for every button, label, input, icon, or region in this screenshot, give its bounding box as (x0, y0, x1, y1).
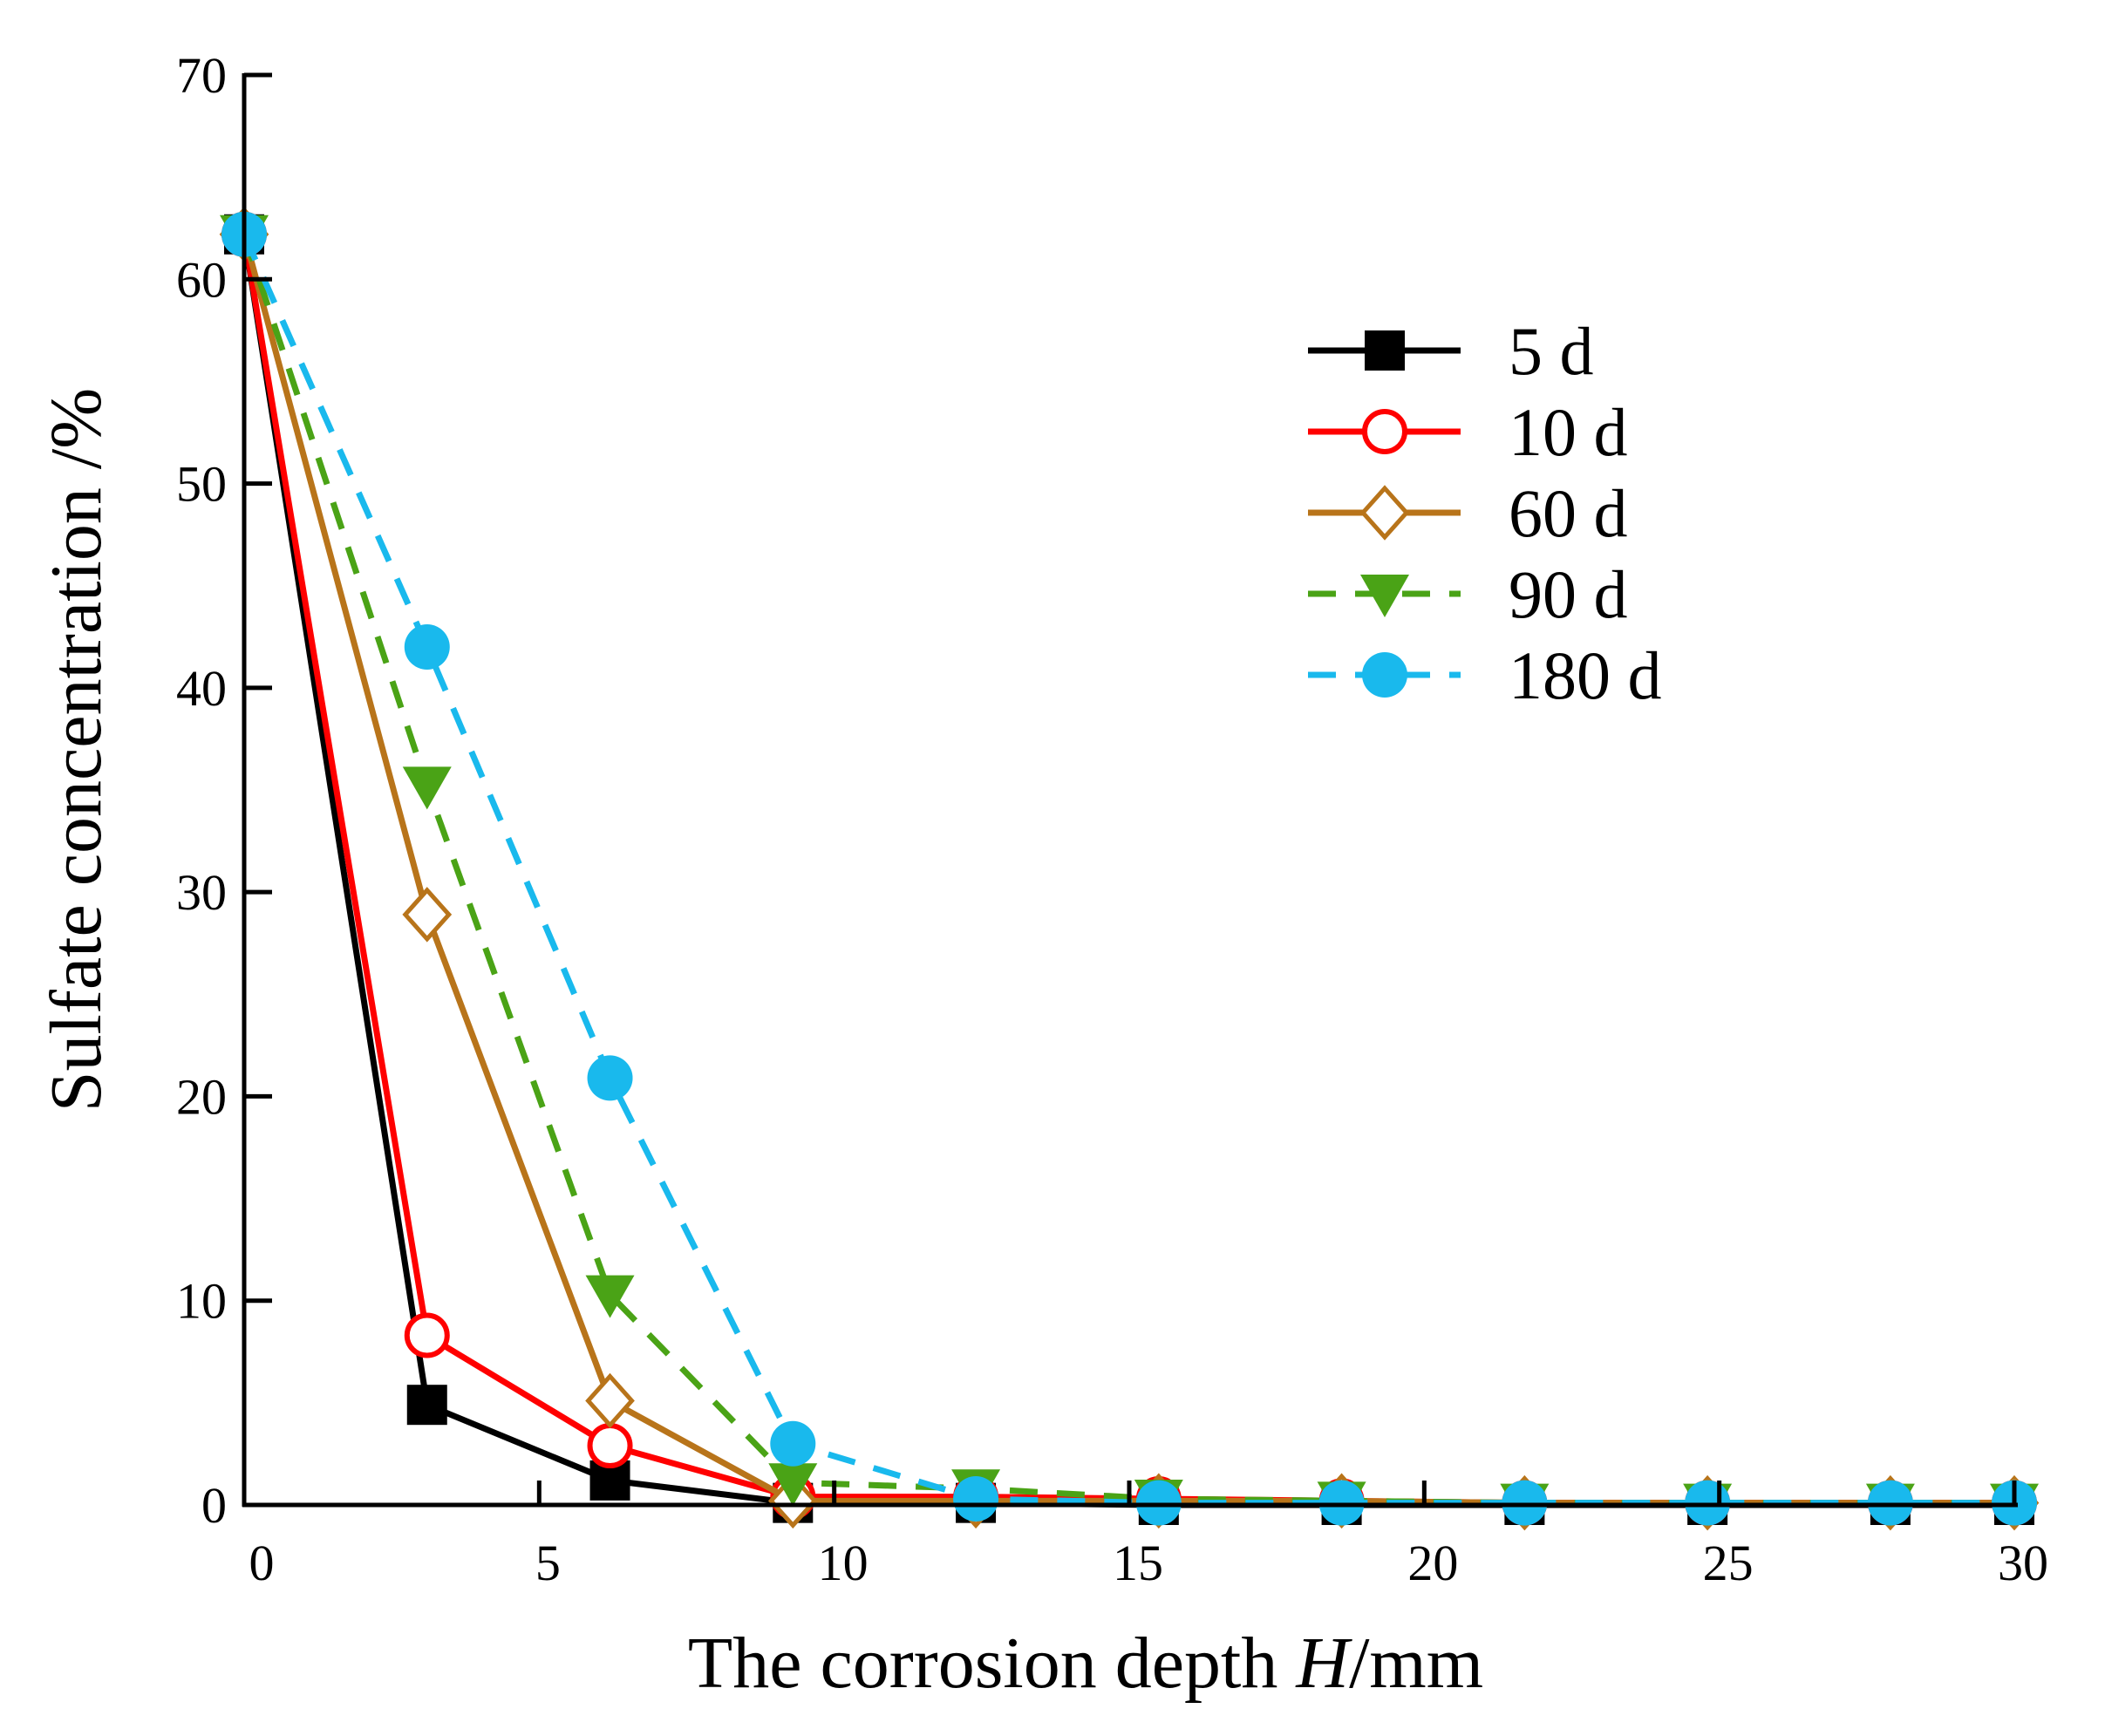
x-tick-label: 15 (1113, 1535, 1163, 1591)
data-point (404, 624, 450, 670)
legend-item: 180 d (1308, 637, 1662, 713)
legend-marker (1362, 652, 1407, 698)
x-tick-label: 10 (818, 1535, 869, 1591)
x-axis-title-unit: /mm (1349, 1623, 1483, 1704)
data-point (585, 1275, 635, 1318)
series-line (241, 233, 2014, 1507)
x-axis-title-prefix: The corrosion depth (688, 1623, 1296, 1704)
x-tick-label: 30 (1998, 1535, 2048, 1591)
y-tick-label: 60 (176, 251, 227, 308)
legend-label: 180 d (1509, 637, 1662, 713)
legend-label: 60 d (1509, 475, 1628, 551)
legend-marker (1359, 485, 1410, 541)
data-point (770, 1420, 816, 1467)
y-axis-title: Sulfate concentration /% (36, 388, 117, 1112)
data-point (587, 1423, 633, 1469)
x-tick-label: 20 (1407, 1535, 1458, 1591)
x-axis-title-variable: H (1295, 1623, 1352, 1704)
series-60d (219, 206, 2040, 1531)
y-tick-label: 0 (201, 1477, 227, 1534)
data-point (402, 766, 452, 810)
data-point (406, 1385, 447, 1426)
y-tick-label: 50 (176, 456, 227, 513)
series-5d (224, 214, 2034, 1525)
y-tick-label: 40 (176, 660, 227, 717)
series-10d (221, 211, 2037, 1526)
legend-item: 90 d (1308, 556, 1628, 632)
series-90d (220, 214, 2039, 1527)
legend-item: 10 d (1308, 394, 1628, 470)
series-line (241, 233, 2014, 1507)
data-point (585, 1372, 635, 1429)
axes: 0 5 10 15 20 25 30 0 10 20 30 40 50 60 70 (176, 47, 2048, 1591)
x-ticks: 0 5 10 15 20 25 30 (249, 1481, 2048, 1591)
x-axis-title: The corrosion depth H/mm (688, 1623, 1483, 1704)
data-point (587, 1055, 633, 1101)
legend-item: 5 d (1308, 313, 1594, 389)
data-point (404, 1312, 450, 1358)
y-tick-label: 70 (176, 47, 227, 104)
data-point (953, 1475, 999, 1522)
legend-marker (1360, 575, 1409, 617)
data-point (402, 887, 453, 943)
legend-marker (1365, 330, 1405, 371)
y-ticks: 0 10 20 30 40 50 60 70 (176, 47, 272, 1534)
series-layer (219, 206, 2040, 1531)
series-line (241, 234, 2014, 1507)
x-tick-label: 5 (535, 1535, 561, 1591)
legend-label: 5 d (1509, 313, 1594, 389)
x-tick-label: 0 (249, 1535, 275, 1591)
legend-marker (1362, 409, 1407, 454)
series-line (241, 234, 2014, 1508)
y-tick-label: 20 (176, 1068, 227, 1125)
x-tick-label: 25 (1703, 1535, 1754, 1591)
y-tick-label: 30 (176, 864, 227, 921)
legend-item: 60 d (1308, 475, 1628, 551)
series-line (241, 233, 2014, 1507)
legend-label: 90 d (1509, 556, 1628, 632)
series-180d (221, 211, 2037, 1526)
y-tick-label: 10 (176, 1273, 227, 1330)
data-point (768, 1463, 818, 1507)
legend-label: 10 d (1509, 394, 1628, 470)
